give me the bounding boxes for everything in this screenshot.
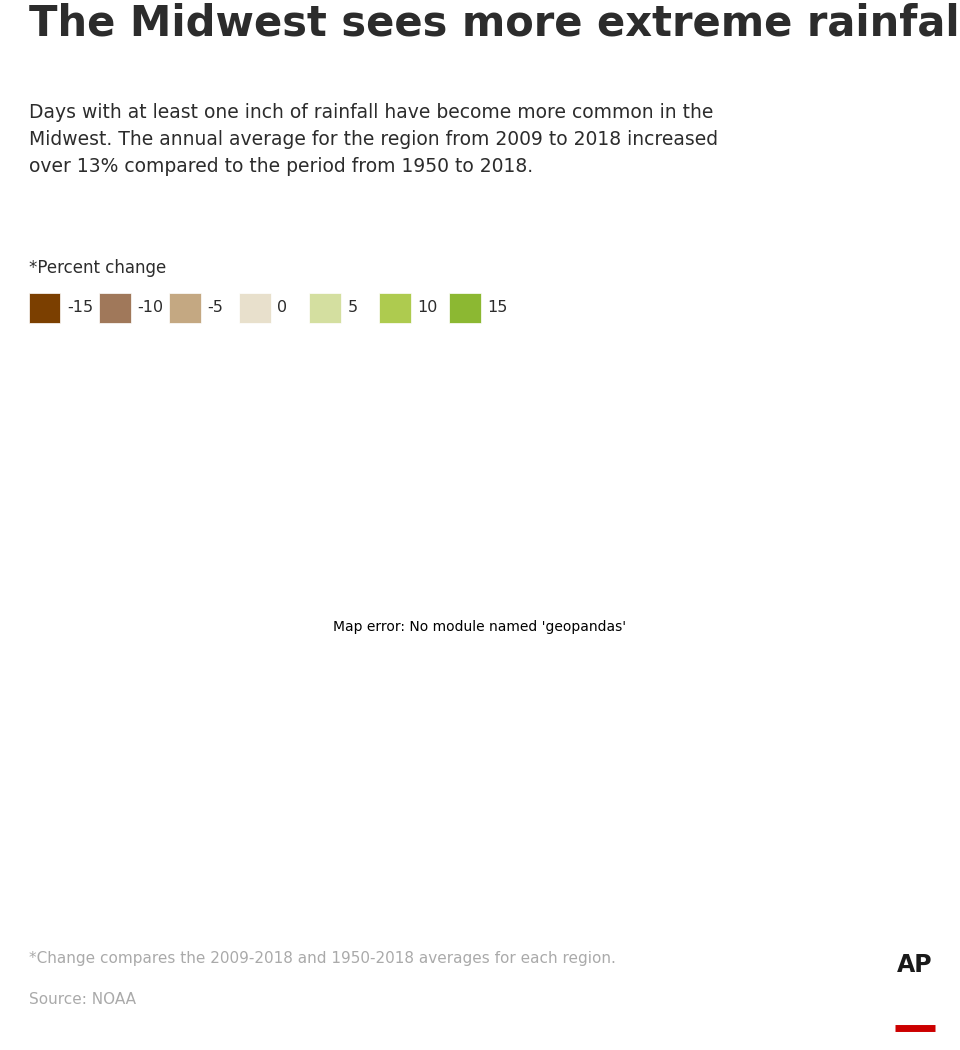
Text: *Change compares the 2009-2018 and 1950-2018 averages for each region.: *Change compares the 2009-2018 and 1950-… (29, 951, 615, 966)
Text: The Midwest sees more extreme rainfall: The Midwest sees more extreme rainfall (29, 2, 960, 44)
Text: Map error: No module named 'geopandas': Map error: No module named 'geopandas' (333, 621, 627, 634)
FancyBboxPatch shape (239, 293, 271, 323)
Text: -5: -5 (207, 300, 224, 315)
Text: -15: -15 (67, 300, 93, 315)
FancyBboxPatch shape (449, 293, 481, 323)
Text: AP: AP (897, 953, 933, 978)
FancyBboxPatch shape (29, 293, 60, 323)
FancyBboxPatch shape (379, 293, 411, 323)
Text: -10: -10 (137, 300, 163, 315)
Text: 5: 5 (348, 300, 358, 315)
Text: Days with at least one inch of rainfall have become more common in the
Midwest. : Days with at least one inch of rainfall … (29, 103, 718, 176)
Text: Source: NOAA: Source: NOAA (29, 992, 135, 1007)
Text: 10: 10 (418, 300, 438, 315)
Text: 15: 15 (488, 300, 508, 315)
FancyBboxPatch shape (169, 293, 201, 323)
FancyBboxPatch shape (309, 293, 341, 323)
Text: 0: 0 (277, 300, 288, 315)
Text: *Percent change: *Percent change (29, 258, 166, 277)
FancyBboxPatch shape (99, 293, 131, 323)
